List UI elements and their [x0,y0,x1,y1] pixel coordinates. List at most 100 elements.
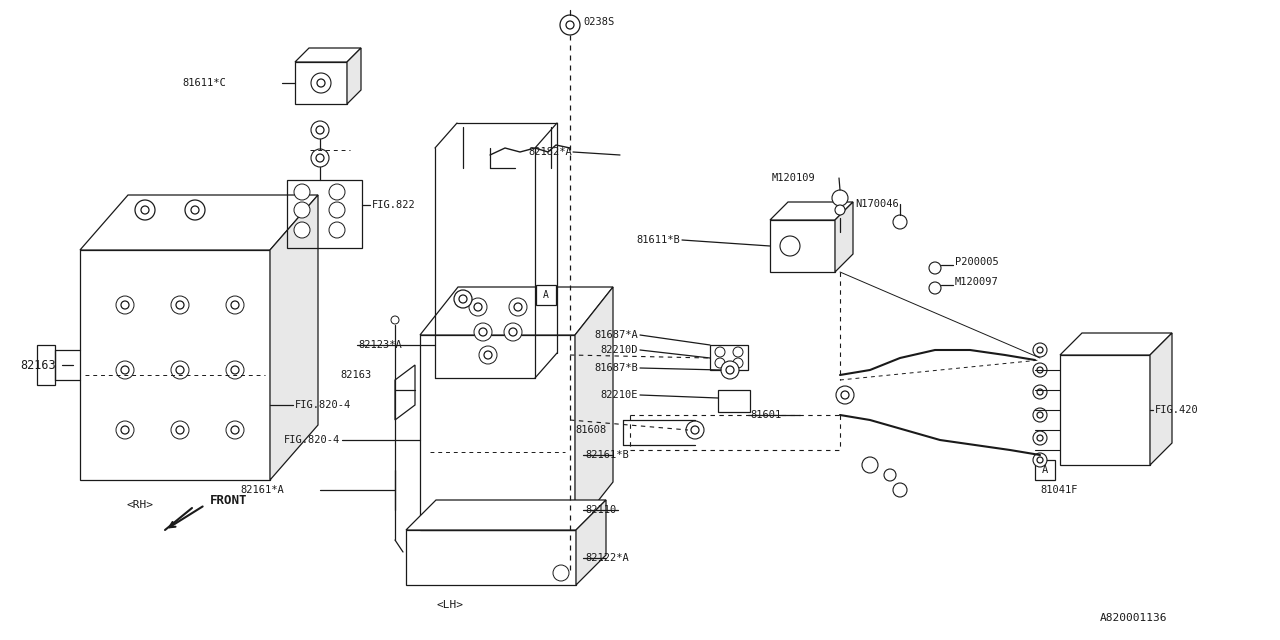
Text: FIG.822: FIG.822 [372,200,416,210]
Circle shape [316,126,324,134]
Circle shape [841,391,849,399]
Text: 0238S: 0238S [582,17,614,27]
Circle shape [390,316,399,324]
Circle shape [561,15,580,35]
Circle shape [479,328,486,336]
Bar [287,180,362,248]
Circle shape [329,184,346,200]
Circle shape [836,386,854,404]
Circle shape [227,296,244,314]
Circle shape [141,206,148,214]
Circle shape [116,361,134,379]
Polygon shape [1060,333,1172,355]
Text: 82163: 82163 [20,358,55,371]
Text: 81608: 81608 [575,425,607,435]
Text: 81687*B: 81687*B [594,363,637,373]
Text: 82123*A: 82123*A [358,340,402,350]
Circle shape [186,200,205,220]
Text: 81601: 81601 [750,410,781,420]
Circle shape [474,323,492,341]
Circle shape [122,301,129,309]
Circle shape [484,351,492,359]
Circle shape [1037,457,1043,463]
Text: 82110: 82110 [585,505,616,515]
Text: 82122*A: 82122*A [585,553,628,563]
Circle shape [721,361,739,379]
Text: FIG.820-4: FIG.820-4 [284,435,340,445]
Circle shape [884,469,896,481]
Text: 81611*C: 81611*C [182,78,225,88]
Text: FIG.820-4: FIG.820-4 [294,400,351,410]
Circle shape [1033,453,1047,467]
Circle shape [474,303,483,311]
Circle shape [172,421,189,439]
Polygon shape [420,287,613,335]
Circle shape [316,154,324,162]
Circle shape [553,565,570,581]
Text: A: A [543,290,549,300]
Text: M120109: M120109 [772,173,815,183]
Bar [420,335,575,530]
Circle shape [1033,431,1047,445]
Circle shape [191,206,198,214]
Circle shape [116,421,134,439]
Circle shape [1037,389,1043,395]
Text: 82210E: 82210E [600,390,637,400]
Circle shape [311,121,329,139]
Circle shape [227,421,244,439]
Circle shape [177,366,184,374]
Circle shape [780,236,800,256]
Circle shape [122,366,129,374]
Bar [718,390,750,412]
Circle shape [329,222,346,238]
Circle shape [1037,347,1043,353]
Circle shape [835,205,845,215]
Circle shape [1033,408,1047,422]
Text: 82210D: 82210D [600,345,637,355]
Circle shape [230,301,239,309]
Circle shape [116,296,134,314]
Text: 82163: 82163 [340,370,371,380]
Bar [1036,460,1055,480]
Circle shape [1037,412,1043,418]
Text: <LH>: <LH> [436,600,463,610]
Circle shape [504,323,522,341]
Text: 81041F: 81041F [1039,485,1078,495]
Circle shape [733,347,742,357]
Circle shape [733,358,742,368]
Bar [79,250,270,480]
Polygon shape [406,500,605,530]
Circle shape [566,21,573,29]
Text: 82182*A: 82182*A [529,147,572,157]
Circle shape [691,426,699,434]
Circle shape [134,200,155,220]
Circle shape [1033,385,1047,399]
Text: M120097: M120097 [955,277,998,287]
Polygon shape [575,287,613,530]
Circle shape [726,366,733,374]
Text: A: A [1042,465,1048,475]
Text: 81687*A: 81687*A [594,330,637,340]
Polygon shape [294,48,361,62]
Circle shape [686,421,704,439]
Text: 82161*B: 82161*B [585,450,628,460]
Circle shape [479,346,497,364]
Bar [536,285,556,305]
Circle shape [861,457,878,473]
Circle shape [177,301,184,309]
Circle shape [893,215,908,229]
Circle shape [832,190,849,206]
Circle shape [460,295,467,303]
Circle shape [294,202,310,218]
Circle shape [454,290,472,308]
Bar [406,530,576,585]
Text: A820001136: A820001136 [1100,613,1167,623]
Circle shape [893,483,908,497]
Bar [294,62,347,104]
Polygon shape [37,345,55,385]
Circle shape [716,358,724,368]
Text: <RH>: <RH> [127,500,154,510]
Polygon shape [771,202,852,220]
Circle shape [1033,343,1047,357]
Circle shape [329,202,346,218]
